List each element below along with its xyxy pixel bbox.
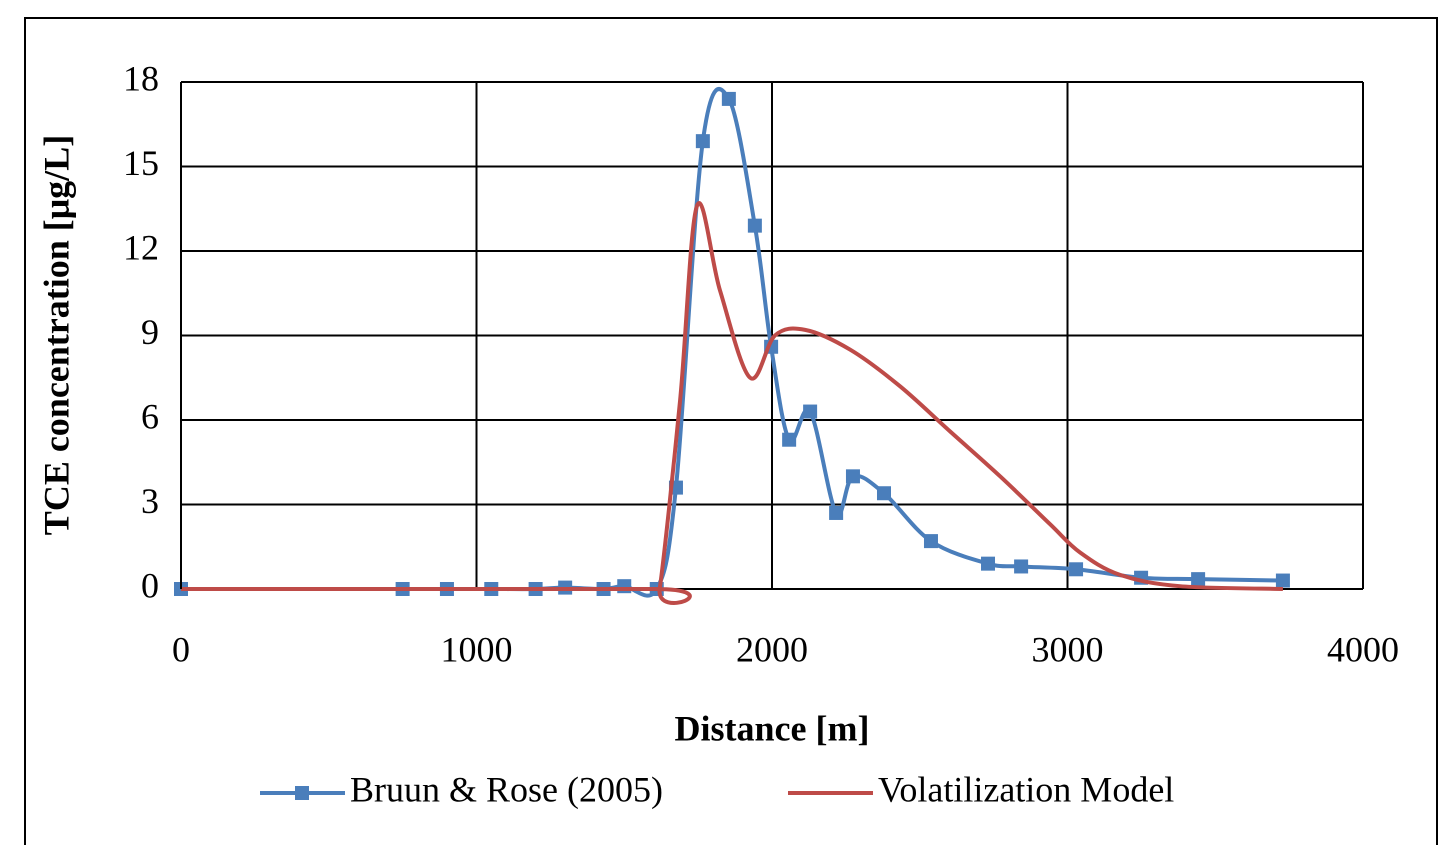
data-point: [782, 432, 797, 447]
data-point: [747, 218, 762, 233]
x-tick-label: 4000: [1327, 629, 1399, 669]
y-tick-label: 0: [141, 565, 159, 605]
data-point: [1014, 559, 1029, 574]
data-point: [829, 505, 844, 520]
data-point: [1275, 573, 1290, 588]
data-point: [803, 404, 818, 419]
chart-frame: [24, 17, 1438, 845]
y-tick-label: 18: [123, 58, 159, 98]
x-tick-label: 3000: [1032, 629, 1104, 669]
x-tick-label: 2000: [736, 629, 808, 669]
y-tick-label: 6: [141, 396, 159, 436]
data-point: [981, 556, 996, 571]
y-tick-label: 12: [123, 227, 159, 267]
data-point: [845, 469, 860, 484]
y-tick-label: 15: [123, 143, 159, 183]
data-point: [1191, 572, 1206, 587]
x-tick-label: 0: [172, 629, 190, 669]
y-tick-label: 9: [141, 312, 159, 352]
legend-marker: [295, 786, 309, 800]
legend-label: Bruun & Rose (2005): [350, 769, 663, 809]
data-point: [617, 579, 632, 594]
series-line: [181, 201, 1283, 605]
x-tick-label: 1000: [441, 629, 513, 669]
x-axis-title: Distance [m]: [675, 708, 870, 748]
series-line: [181, 87, 1283, 598]
data-point: [695, 134, 710, 149]
y-tick-label: 3: [141, 481, 159, 521]
data-point: [721, 91, 736, 106]
data-point: [876, 486, 891, 501]
data-point: [1069, 562, 1084, 577]
legend-label: Volatilization Model: [878, 769, 1174, 809]
data-point: [923, 534, 938, 549]
y-axis-title: TCE concentration [μg/L]: [36, 135, 76, 535]
